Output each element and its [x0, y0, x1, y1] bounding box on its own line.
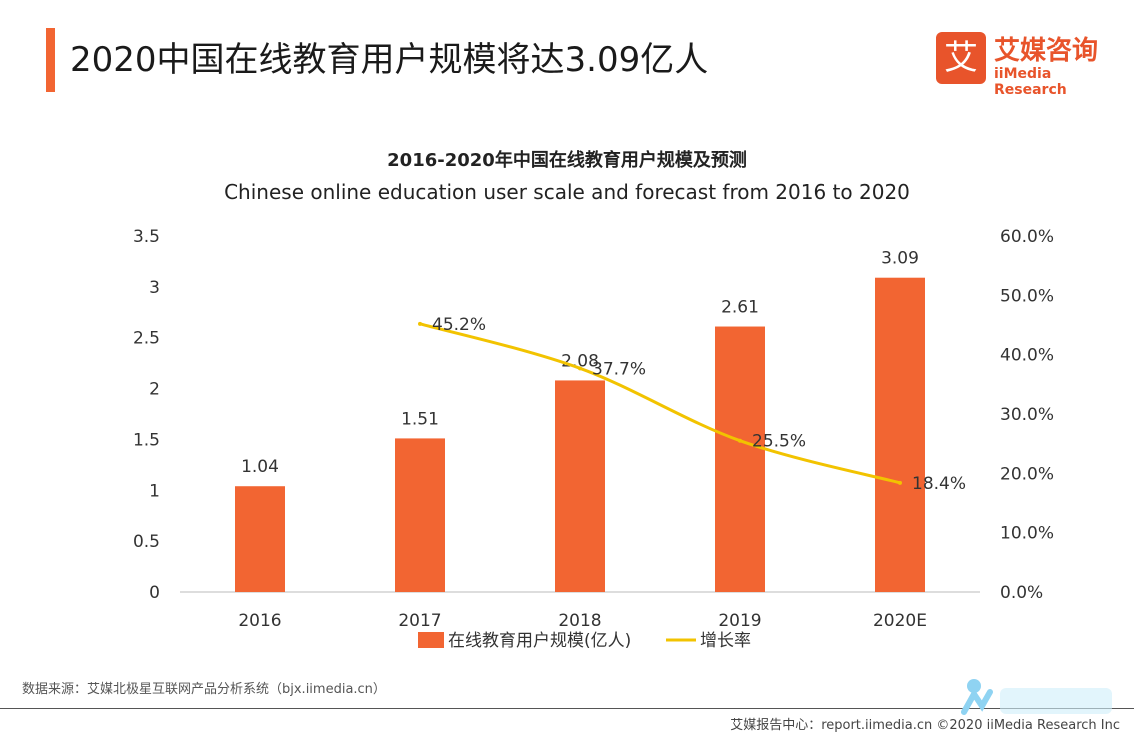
- growth-rate-point: [418, 321, 422, 326]
- chart-subtitle: Chinese online education user scale and …: [224, 180, 910, 204]
- y-left-tick-label: 2.5: [133, 329, 160, 349]
- y-right-tick-label: 0.0%: [1000, 583, 1043, 603]
- logo-cn-text: 艾媒咨询: [994, 36, 1099, 66]
- x-tick-label: 2017: [398, 611, 441, 631]
- bar-value-label: 3.09: [881, 249, 919, 269]
- y-left-tick-label: 1: [149, 481, 160, 501]
- bar-value-label: 2.61: [721, 298, 759, 318]
- y-left-tick-label: 3: [149, 278, 160, 298]
- bar: [235, 486, 285, 592]
- logo-icon: 艾: [936, 32, 986, 84]
- title-accent-bar: [46, 28, 55, 92]
- footer-report-link[interactable]: 艾媒报告中心：report.iimedia.cn ©2020 iiMedia R…: [730, 718, 1120, 733]
- bar-value-label: 1.04: [241, 457, 279, 477]
- y-right-tick-label: 10.0%: [1000, 524, 1054, 544]
- y-left-tick-label: 0.5: [133, 532, 160, 552]
- growth-rate-line: [419, 322, 901, 485]
- y-right-tick-label: 40.0%: [1000, 346, 1054, 366]
- legend-label-line: 增长率: [700, 631, 751, 651]
- y-left-tick-label: 2: [149, 380, 160, 400]
- brand-logo[interactable]: 艾 艾媒咨询 iiMedia Research: [936, 30, 1116, 98]
- growth-rate-point: [738, 438, 742, 443]
- x-tick-label: 2019: [718, 611, 761, 631]
- x-tick-label: 2018: [558, 611, 601, 631]
- page-title: 2020中国在线教育用户规模将达3.09亿人: [70, 40, 709, 80]
- x-tick-label: 2020E: [873, 611, 927, 631]
- y-right-tick-label: 20.0%: [1000, 464, 1054, 484]
- watermark-icon: [961, 679, 1112, 715]
- y-left-tick-label: 1.5: [133, 430, 160, 450]
- growth-rate-point: [578, 366, 582, 371]
- y-right-tick-label: 60.0%: [1000, 227, 1054, 247]
- growth-rate-label: 37.7%: [592, 359, 646, 379]
- y-right-tick-label: 50.0%: [1000, 286, 1054, 306]
- x-tick-label: 2016: [238, 611, 281, 631]
- footer-divider: [0, 708, 1134, 709]
- chart-title: 2016-2020年中国在线教育用户规模及预测: [387, 150, 747, 171]
- growth-rate-point: [898, 480, 902, 485]
- bar: [395, 438, 445, 592]
- y-left-tick-label: 0: [149, 583, 160, 603]
- logo-en-text: iiMedia Research: [994, 66, 1067, 98]
- bar-value-label: 1.51: [401, 409, 439, 429]
- legend-label-bar: 在线教育用户规模(亿人): [448, 631, 631, 651]
- y-right-tick-label: 30.0%: [1000, 405, 1054, 425]
- growth-rate-label: 18.4%: [912, 474, 966, 494]
- y-left-tick-label: 3.5: [133, 227, 160, 247]
- bar: [715, 326, 765, 592]
- legend-swatch-bar: [418, 632, 444, 648]
- growth-rate-label: 45.2%: [432, 315, 486, 335]
- growth-rate-label: 25.5%: [752, 432, 806, 452]
- bar: [875, 277, 925, 592]
- data-source-note: 数据来源：艾媒北极星互联网产品分析系统（bjx.iimedia.cn）: [22, 682, 386, 697]
- bar: [555, 380, 605, 592]
